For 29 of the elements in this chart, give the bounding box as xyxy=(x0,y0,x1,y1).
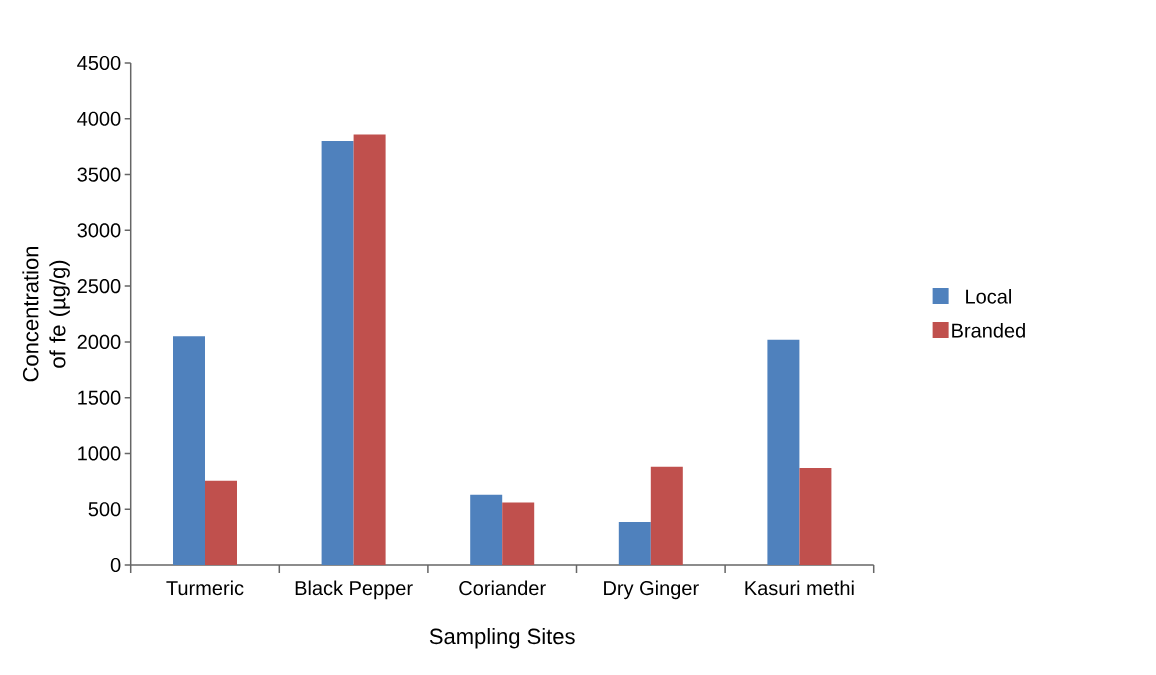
y-tick-label: 2500 xyxy=(77,279,121,294)
x-tick-label: Kasuri methi xyxy=(745,580,854,596)
y-tick-label: 4000 xyxy=(77,111,121,126)
y-tick-label: 2000 xyxy=(77,334,121,349)
bar xyxy=(353,134,386,565)
y-tick-label: 1000 xyxy=(78,446,121,461)
bar xyxy=(470,494,503,565)
y-tick-label: 1500 xyxy=(78,390,121,405)
legend-label: Branded xyxy=(952,322,1025,338)
legend-label: Local xyxy=(966,289,1011,304)
x-tick-label: Dry Ginger xyxy=(604,580,699,600)
bar xyxy=(173,336,205,565)
bar xyxy=(767,339,800,565)
y-tick-label: 500 xyxy=(88,502,121,517)
bar xyxy=(205,480,237,565)
x-tick-label: Coriander xyxy=(459,580,546,596)
bar xyxy=(650,466,683,565)
y-tick-label: 0 xyxy=(110,557,121,573)
y-axis-title: Concentration of fe (µg/g) xyxy=(22,246,70,382)
bar xyxy=(618,522,651,565)
x-tick-label: Black Pepper xyxy=(295,580,413,600)
bar xyxy=(502,502,535,565)
bar xyxy=(321,141,354,565)
x-axis-title: Sampling Sites xyxy=(429,628,575,649)
bar xyxy=(799,467,832,565)
y-tick-label: 3500 xyxy=(77,167,121,182)
x-tick-label: Turmeric xyxy=(166,580,244,596)
y-tick-label: 4500 xyxy=(77,55,121,71)
y-tick-label: 3000 xyxy=(77,223,121,238)
